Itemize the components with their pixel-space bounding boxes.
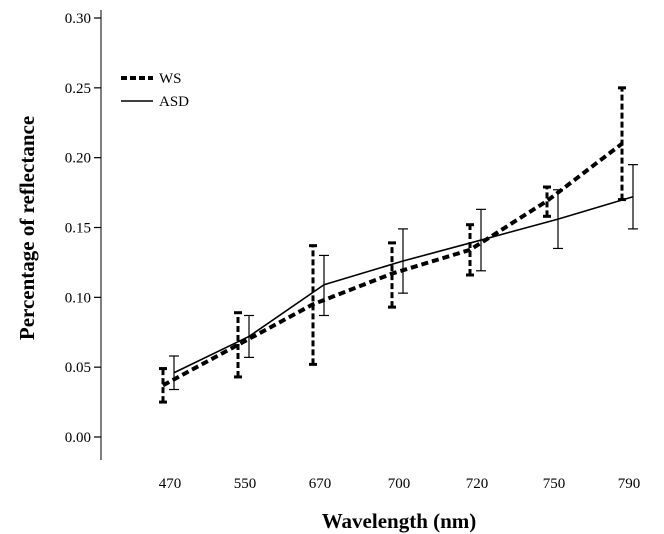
x-axis-ticks: 470 550 670 700 720 750 790 [159,476,641,492]
series-asd [169,164,638,391]
series-ws [159,86,626,404]
legend-ws-label: WS [159,71,182,87]
x-tick-label: 790 [618,476,641,492]
y-tick-label: 0.25 [65,81,91,97]
y-tick-label: 0.20 [65,151,91,167]
error-bar [466,223,474,277]
x-tick-label: 670 [309,476,332,492]
error-bar [543,185,551,218]
y-tick-label: 0.30 [65,11,91,27]
y-axis-ticks: 0.00 0.05 0.10 0.15 0.20 0.25 0.30 [65,11,101,446]
y-tick-label: 0.05 [65,360,91,376]
y-tick-label: 0.10 [65,290,91,306]
error-bar [159,367,167,404]
y-tick-label: 0.15 [65,221,91,237]
x-tick-label: 470 [159,476,182,492]
legend-asd-label: ASD [159,94,189,110]
series-layer [159,86,638,404]
x-tick-label: 720 [466,476,489,492]
legend: WS ASD [121,71,189,110]
y-axis-title: Percentage of reflectance [15,116,39,340]
x-tick-label: 550 [234,476,257,492]
x-tick-label: 700 [388,476,411,492]
y-tick-label: 0.00 [65,430,91,446]
x-axis-title: Wavelength (nm) [322,509,477,533]
x-tick-label: 750 [543,476,566,492]
